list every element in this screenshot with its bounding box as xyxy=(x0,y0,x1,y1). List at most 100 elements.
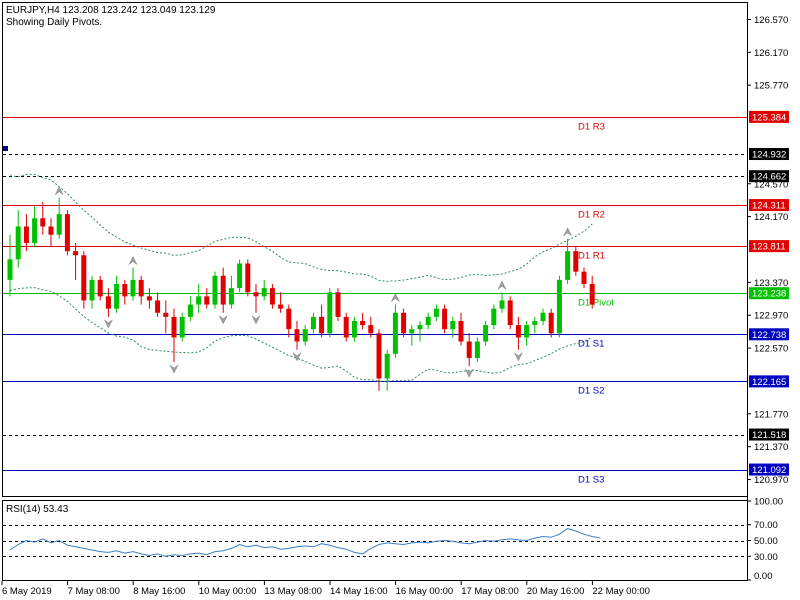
price-axis[interactable]: 126.570 126.170 125.770 124.570 124.170 123.3… xyxy=(747,15,788,486)
candle[interactable] xyxy=(532,316,538,334)
candle[interactable] xyxy=(146,288,152,309)
candle[interactable] xyxy=(155,292,161,317)
candle[interactable] xyxy=(97,275,103,301)
y-tick-label: 126.170 xyxy=(754,48,788,59)
candle[interactable] xyxy=(237,259,243,293)
candle[interactable] xyxy=(507,296,513,330)
candle[interactable] xyxy=(392,304,398,358)
envelope-upper xyxy=(9,173,593,282)
candle[interactable] xyxy=(179,312,185,342)
candle[interactable] xyxy=(360,312,366,330)
candle[interactable] xyxy=(32,205,38,248)
candle[interactable] xyxy=(64,210,70,256)
candle[interactable] xyxy=(56,197,62,239)
candle[interactable] xyxy=(7,234,13,297)
candle[interactable] xyxy=(450,316,456,338)
candle-body xyxy=(32,218,38,243)
price-tag xyxy=(749,199,789,212)
candle[interactable] xyxy=(228,275,234,309)
candle[interactable] xyxy=(171,308,177,363)
candle[interactable] xyxy=(433,304,439,321)
candle[interactable] xyxy=(458,312,464,346)
candle[interactable] xyxy=(368,316,374,338)
candle[interactable] xyxy=(417,320,423,342)
candle[interactable] xyxy=(253,284,259,313)
candle[interactable] xyxy=(245,259,251,297)
price-tag-label: 124.932 xyxy=(752,150,786,161)
candle[interactable] xyxy=(294,320,300,350)
candle[interactable] xyxy=(540,308,546,326)
candle-body xyxy=(286,308,292,330)
candle[interactable] xyxy=(89,275,95,309)
candle[interactable] xyxy=(491,304,497,330)
candle[interactable] xyxy=(40,201,46,235)
candle[interactable] xyxy=(15,210,21,268)
candle[interactable] xyxy=(524,320,530,346)
price-tag xyxy=(749,375,789,388)
candle[interactable] xyxy=(73,242,79,280)
candle[interactable] xyxy=(425,312,431,330)
candle-body xyxy=(130,279,136,297)
candle[interactable] xyxy=(515,316,521,350)
candle-body xyxy=(23,226,29,243)
candle[interactable] xyxy=(48,218,54,248)
candle[interactable] xyxy=(343,312,349,342)
candle[interactable] xyxy=(565,238,571,285)
candle[interactable] xyxy=(278,292,284,313)
chart-shift-marker[interactable] xyxy=(3,146,8,151)
fractal-down-icon xyxy=(104,319,113,329)
candle-body xyxy=(532,320,538,326)
candle[interactable] xyxy=(269,284,275,309)
rsi-y-tick-label: 70.00 xyxy=(754,520,778,531)
candle[interactable] xyxy=(105,288,111,317)
candle[interactable] xyxy=(483,320,489,346)
candle[interactable] xyxy=(466,333,472,367)
y-tick-label: 121.370 xyxy=(754,442,788,453)
candle[interactable] xyxy=(335,288,341,321)
candle[interactable] xyxy=(548,308,554,338)
candle-body xyxy=(40,218,46,227)
candle[interactable] xyxy=(409,325,415,346)
candle[interactable] xyxy=(589,275,595,309)
candle[interactable] xyxy=(302,325,308,346)
candle[interactable] xyxy=(23,214,29,252)
candle[interactable] xyxy=(138,275,144,305)
candle[interactable] xyxy=(114,275,120,313)
price-tag xyxy=(749,148,789,161)
candle[interactable] xyxy=(122,279,128,305)
candle[interactable] xyxy=(187,296,193,321)
candle[interactable] xyxy=(196,284,202,313)
price-tag-label: 121.518 xyxy=(752,430,786,441)
fractal-up-icon xyxy=(497,280,507,290)
candle[interactable] xyxy=(261,279,267,301)
candle-body xyxy=(515,325,521,338)
candle[interactable] xyxy=(327,288,333,338)
candle[interactable] xyxy=(319,304,325,338)
candle[interactable] xyxy=(442,304,448,334)
candle[interactable] xyxy=(212,271,218,309)
candle[interactable] xyxy=(401,308,407,338)
candle[interactable] xyxy=(286,304,292,338)
candle[interactable] xyxy=(81,251,87,309)
candle[interactable] xyxy=(351,316,357,342)
candle[interactable] xyxy=(204,288,210,309)
candle-body xyxy=(368,325,374,334)
x-tick-label: 16 May 00:00 xyxy=(396,586,454,597)
candle[interactable] xyxy=(163,300,169,334)
candle[interactable] xyxy=(499,292,505,313)
price-tag xyxy=(749,170,789,183)
candle-body xyxy=(228,288,234,305)
candle[interactable] xyxy=(130,267,136,301)
candle[interactable] xyxy=(556,275,562,338)
candle-body xyxy=(163,312,169,317)
candle-body xyxy=(573,251,579,272)
candle[interactable] xyxy=(581,267,587,289)
candle[interactable] xyxy=(474,337,480,363)
candle[interactable] xyxy=(573,247,579,276)
time-axis[interactable]: 6 May 2019 7 May 08:00 8 May 16:00 10 May 0… xyxy=(1,581,650,597)
candle[interactable] xyxy=(220,267,226,313)
candle[interactable] xyxy=(384,349,390,391)
candle-body xyxy=(56,214,62,235)
candle[interactable] xyxy=(376,329,382,391)
candle[interactable] xyxy=(310,312,316,334)
